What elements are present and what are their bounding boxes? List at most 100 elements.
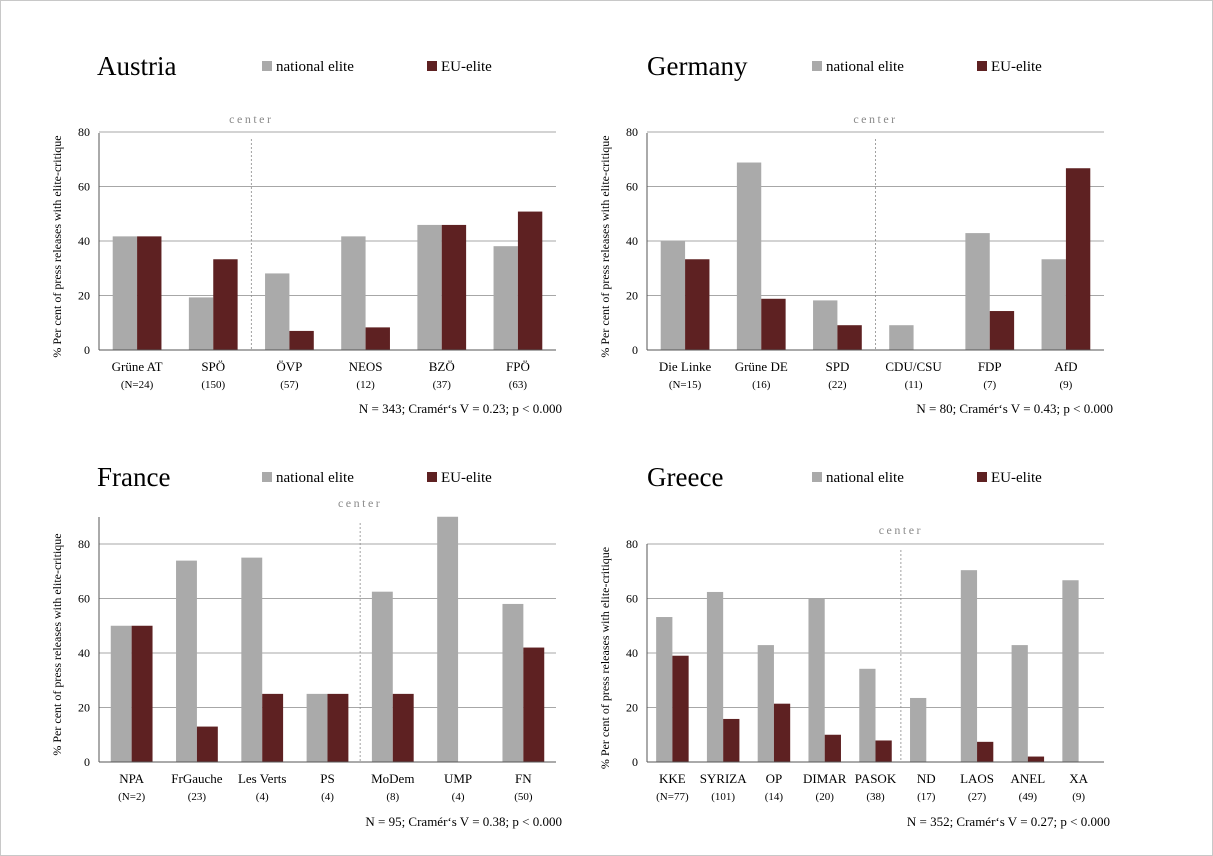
y-tick-label: 40 bbox=[626, 646, 638, 660]
x-tick-label: FN bbox=[515, 771, 532, 786]
bar-national bbox=[757, 645, 774, 762]
bar-national bbox=[502, 603, 524, 762]
bar-national bbox=[371, 591, 393, 762]
x-tick-count: (20) bbox=[816, 791, 835, 803]
y-tick-label: 20 bbox=[626, 289, 638, 303]
x-tick-label: ND bbox=[917, 771, 936, 786]
y-tick-label: 0 bbox=[632, 343, 638, 357]
y-tick-label: 40 bbox=[78, 646, 90, 660]
x-tick-count: (23) bbox=[188, 791, 207, 803]
x-tick-label: DIMAR bbox=[803, 771, 847, 786]
x-tick-label: BZÖ bbox=[429, 359, 455, 374]
x-tick-label: CDU/CSU bbox=[885, 359, 942, 374]
chart-title: France bbox=[97, 462, 170, 492]
bar-eu bbox=[213, 259, 238, 350]
bar-eu bbox=[262, 693, 284, 762]
legend-label-national: national elite bbox=[826, 470, 904, 486]
x-tick-label: NEOS bbox=[349, 359, 383, 374]
bar-national bbox=[188, 297, 214, 350]
bar-eu bbox=[365, 327, 390, 350]
bar-eu bbox=[196, 726, 218, 762]
stats-note: N = 343; Cramér‘s V = 0.23; p < 0.000 bbox=[359, 401, 562, 416]
bar-eu bbox=[723, 718, 740, 762]
legend-swatch-eu bbox=[427, 472, 437, 482]
bar-eu bbox=[977, 741, 994, 762]
y-axis-label: % Per cent of press releases with elite-… bbox=[598, 135, 612, 357]
x-tick-label: KKE bbox=[659, 771, 686, 786]
x-tick-label: PS bbox=[320, 771, 334, 786]
x-tick-count: (4) bbox=[321, 791, 334, 803]
legend-swatch-national bbox=[812, 472, 822, 482]
bar-national bbox=[176, 560, 197, 762]
center-label: center bbox=[879, 523, 923, 537]
bar-national bbox=[1062, 580, 1079, 762]
x-tick-count: (16) bbox=[752, 379, 771, 391]
x-tick-label: NPA bbox=[119, 771, 144, 786]
legend-label-eu: EU-elite bbox=[441, 59, 492, 75]
y-tick-label: 60 bbox=[78, 180, 90, 194]
x-tick-count: (49) bbox=[1019, 791, 1038, 803]
x-tick-count: (50) bbox=[514, 791, 533, 803]
x-tick-label: UMP bbox=[444, 771, 472, 786]
legend-label-national: national elite bbox=[276, 470, 354, 486]
x-tick-label: Die Linke bbox=[659, 359, 712, 374]
x-tick-count: (63) bbox=[509, 379, 528, 391]
chart-greece: Greece national elite EU-elite 0 20 40 60 80 % P… bbox=[598, 462, 1110, 829]
bar-eu bbox=[989, 311, 1015, 350]
y-tick-label: 60 bbox=[626, 592, 638, 606]
bar-eu bbox=[523, 647, 545, 762]
x-tick-count: (9) bbox=[1060, 379, 1073, 391]
bar-eu bbox=[392, 693, 414, 762]
x-tick-count: (38) bbox=[866, 791, 885, 803]
x-tick-label: FrGauche bbox=[171, 771, 222, 786]
bar-eu bbox=[289, 330, 314, 350]
x-tick-count: (N=77) bbox=[656, 791, 689, 803]
bar-eu bbox=[837, 325, 862, 350]
x-tick-label: Grüne AT bbox=[112, 359, 163, 374]
x-tick-count: (8) bbox=[386, 791, 399, 803]
x-tick-count: (4) bbox=[256, 791, 269, 803]
bar-eu bbox=[441, 224, 467, 350]
bar-national bbox=[417, 224, 442, 350]
stats-note: N = 95; Cramér‘s V = 0.38; p < 0.000 bbox=[365, 814, 562, 829]
bar-national bbox=[265, 273, 290, 350]
bar-eu bbox=[875, 740, 892, 762]
bar-eu bbox=[685, 259, 710, 350]
chart-title: Germany bbox=[647, 51, 748, 81]
y-tick-label: 20 bbox=[78, 701, 90, 715]
bar-national bbox=[1041, 259, 1066, 350]
bar-national bbox=[889, 325, 914, 350]
legend-swatch-national bbox=[262, 61, 272, 71]
bar-eu bbox=[517, 211, 543, 350]
x-tick-count: (N=15) bbox=[669, 379, 702, 391]
x-tick-label: XA bbox=[1069, 771, 1088, 786]
bar-eu bbox=[761, 298, 786, 350]
x-tick-count: (N=24) bbox=[121, 379, 154, 391]
y-tick-label: 0 bbox=[84, 755, 90, 769]
center-label: center bbox=[853, 112, 897, 126]
y-axis-label: % Per cent of press releases with elite-… bbox=[50, 135, 64, 357]
x-tick-count: (150) bbox=[201, 379, 225, 391]
legend-label-national: national elite bbox=[826, 59, 904, 75]
x-tick-label: OP bbox=[766, 771, 783, 786]
y-axis-label: % Per cent of press releases with elite-… bbox=[598, 547, 612, 769]
legend-label-national: national elite bbox=[276, 59, 354, 75]
bar-national bbox=[736, 162, 762, 350]
x-tick-label: PASOK bbox=[855, 771, 897, 786]
x-tick-label: AfD bbox=[1054, 359, 1077, 374]
y-tick-label: 80 bbox=[626, 537, 638, 551]
x-tick-count: (57) bbox=[280, 379, 299, 391]
legend-label-eu: EU-elite bbox=[991, 59, 1042, 75]
bar-national bbox=[306, 693, 328, 762]
x-tick-label: MoDem bbox=[371, 771, 414, 786]
x-tick-count: (7) bbox=[983, 379, 996, 391]
y-tick-label: 0 bbox=[84, 343, 90, 357]
x-tick-count: (9) bbox=[1072, 791, 1085, 803]
chart-title: Greece bbox=[647, 462, 723, 492]
bar-national bbox=[110, 625, 132, 762]
x-tick-label: LAOS bbox=[960, 771, 994, 786]
legend-swatch-national bbox=[262, 472, 272, 482]
x-tick-count: (14) bbox=[765, 791, 784, 803]
bar-national bbox=[1011, 645, 1028, 762]
